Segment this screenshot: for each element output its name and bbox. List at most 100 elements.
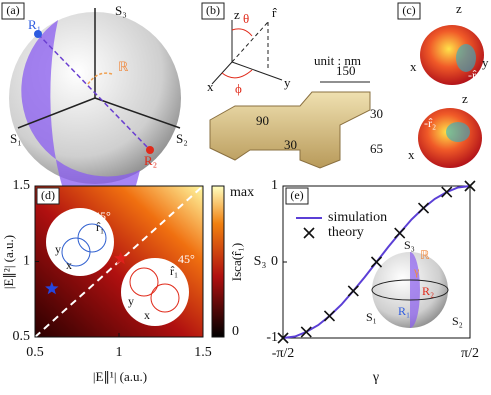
star-marker <box>114 251 128 265</box>
y-tick-label: 1 <box>23 254 30 269</box>
cap <box>21 20 140 235</box>
panel-label: (c) <box>402 3 415 17</box>
vector <box>231 21 269 63</box>
panel-label: (b) <box>206 3 220 17</box>
y-tick-label: 0.5 <box>13 329 31 344</box>
inset-circle <box>129 267 159 297</box>
angle <box>87 72 113 85</box>
colorbar-label: max <box>230 185 254 200</box>
y-tick-label: 0 <box>271 254 278 269</box>
x-axis-label: |E∥¹| (a.u.) <box>93 369 147 384</box>
inset-cap <box>410 252 420 328</box>
inset-label: S₂ <box>452 314 463 328</box>
theory-marker <box>300 326 312 338</box>
cross <box>417 202 430 214</box>
axis <box>231 61 283 81</box>
panel-box <box>36 187 60 205</box>
inset-circle <box>150 283 180 313</box>
theory-marker <box>441 186 453 198</box>
theory-marker <box>347 285 359 297</box>
panel-box <box>201 2 225 20</box>
pattern <box>446 122 470 142</box>
label: 90 <box>256 113 269 128</box>
y-tick-label: 1.5 <box>13 178 31 193</box>
colorbar-title: Isca(r̂₁) <box>229 243 244 281</box>
x-tick-label: 1.5 <box>194 345 212 360</box>
cross <box>441 186 453 198</box>
cross <box>394 227 406 239</box>
cross <box>464 180 476 192</box>
label: 65 <box>370 141 383 156</box>
label: y <box>284 75 291 90</box>
theory-marker <box>277 332 289 344</box>
label: S₂ <box>176 131 188 146</box>
cross <box>370 256 383 268</box>
label: unit : nm <box>314 53 361 68</box>
label: S₃ <box>115 3 127 18</box>
cross <box>300 326 312 338</box>
panel-b: (b) z θ r̂ x y ϕ unit : nm 150 90 30 30 … <box>201 2 383 169</box>
theory-marker <box>323 310 336 322</box>
axis <box>17 97 96 129</box>
inset <box>121 258 189 326</box>
panel-label: (a) <box>6 3 19 17</box>
panel-a: (a) S₃ S₁ S₂ R₁ R₂ ℝ <box>1 2 188 235</box>
angle <box>221 69 253 79</box>
inset-label: y <box>55 242 61 256</box>
theory-marker <box>417 202 430 214</box>
label: ℝ <box>118 59 129 74</box>
label: z <box>462 91 468 106</box>
label: R₂ <box>144 153 157 168</box>
inset-label: R₂ <box>422 284 434 298</box>
nanostructure <box>209 91 371 169</box>
label: y <box>482 55 489 70</box>
y-tick-label: 1 <box>271 178 278 193</box>
inset-label: 45° <box>178 252 195 266</box>
inset-label: ℝ <box>420 248 430 262</box>
label: x <box>410 59 417 74</box>
label: S₁ <box>10 131 22 146</box>
cross <box>323 310 336 322</box>
axis <box>94 97 181 129</box>
colorbar-label: 0 <box>232 324 239 339</box>
cross <box>347 285 359 297</box>
theory-marker <box>370 256 383 268</box>
label: r̂ <box>272 5 278 20</box>
label: θ <box>243 11 249 26</box>
panel-d: (d) |E∥¹| (a.u.) |E∥²| (a.u.) max 0 Isca… <box>1 178 254 384</box>
inset-circle <box>77 223 107 253</box>
inset-label: S₃ <box>404 238 415 252</box>
inset-ring <box>371 279 449 301</box>
theory-marker <box>464 180 476 192</box>
colorbar <box>211 185 225 338</box>
x-axis-label: γ <box>372 370 379 385</box>
y-tick-label: -1 <box>266 330 278 345</box>
x-tick-label: -π/2 <box>272 346 295 361</box>
inset-label: x <box>144 308 150 322</box>
x-tick-label: 1 <box>116 345 123 360</box>
legend-label: theory <box>328 225 364 240</box>
legend-label: simulation <box>328 210 387 225</box>
panel-c: (c) z x y -r̂₁ z x -r̂₂ <box>397 1 489 168</box>
x-tick-label: 0.5 <box>26 345 44 360</box>
panel-box <box>1 2 25 20</box>
panel-e: (e) γ S₃ S₃ ℝ γ R₂ R₁ S₁ S₂ -π/2 π/2 -1 0 1 s… <box>254 178 479 385</box>
inset-label: R₁ <box>398 304 410 318</box>
point <box>34 30 42 38</box>
panel-box <box>285 187 309 205</box>
label: 30 <box>370 106 383 121</box>
label: z <box>456 1 462 16</box>
label: z <box>234 7 240 22</box>
inset-label: r̂₁ <box>96 220 104 234</box>
inset-label: x <box>66 258 72 272</box>
inset-label: S₁ <box>366 310 377 324</box>
y-axis-label: S₃ <box>254 254 267 269</box>
label: x <box>207 79 214 94</box>
panel-box <box>397 2 421 20</box>
label: -r̂₂ <box>424 116 436 130</box>
label: x <box>408 147 415 162</box>
angle <box>231 28 253 37</box>
label: 150 <box>336 63 356 78</box>
label: ϕ <box>235 81 242 96</box>
